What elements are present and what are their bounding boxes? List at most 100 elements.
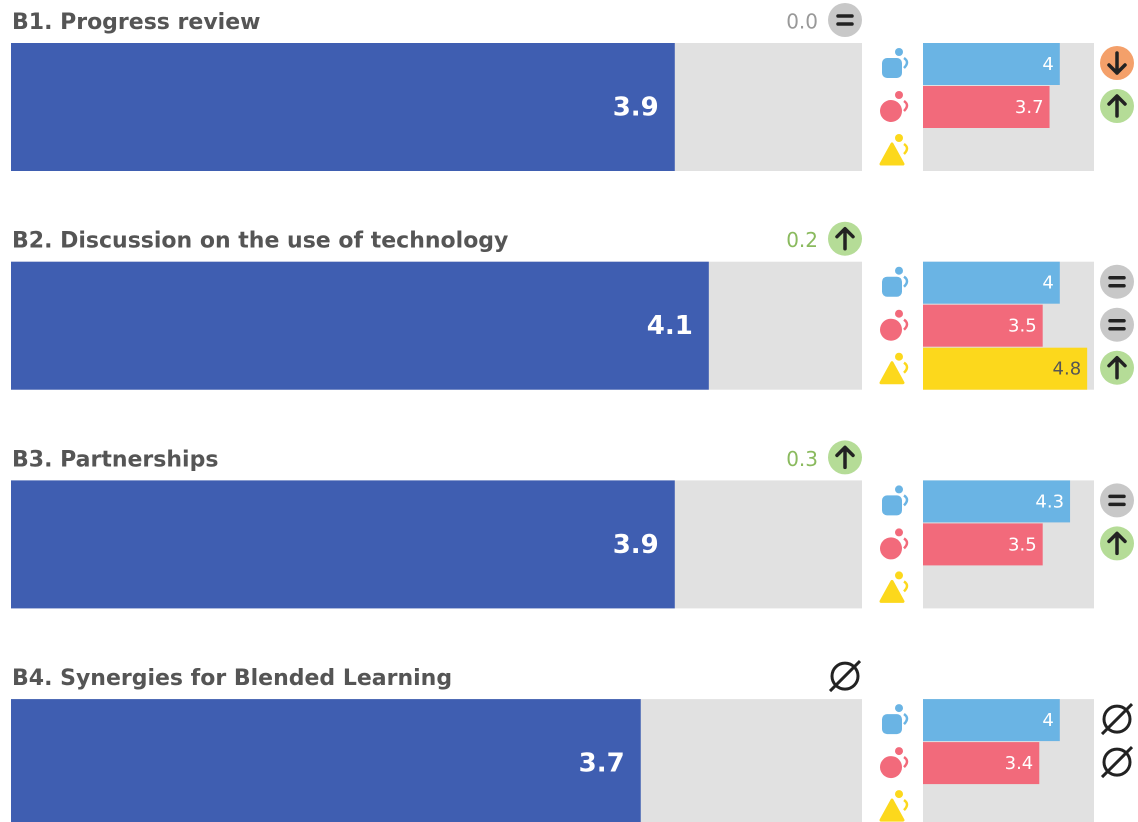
icon-body bbox=[879, 798, 905, 822]
equal-sign bbox=[1108, 494, 1126, 507]
sub-bar bbox=[923, 43, 1060, 85]
icon-body bbox=[882, 495, 902, 516]
icon-head bbox=[895, 747, 903, 756]
section-title: B2. Discussion on the use of technology bbox=[12, 229, 508, 254]
icon-head bbox=[895, 309, 903, 318]
arrow bbox=[835, 445, 855, 470]
sub-bar bbox=[923, 742, 1040, 785]
icon-body bbox=[879, 361, 905, 385]
group-icon bbox=[879, 134, 909, 166]
icon-body bbox=[882, 714, 902, 735]
trend-icon bbox=[1100, 89, 1134, 123]
bar-value: 3.7 bbox=[579, 749, 625, 779]
group-icon bbox=[882, 266, 909, 297]
trend-icon bbox=[1100, 746, 1134, 779]
group-icon bbox=[879, 571, 909, 603]
arrow bbox=[1107, 51, 1127, 75]
group-icon bbox=[880, 309, 909, 341]
icon-body bbox=[879, 142, 905, 166]
group-icon bbox=[882, 704, 909, 735]
section-title: B1. Progress review bbox=[12, 10, 260, 35]
bar bbox=[11, 43, 675, 171]
icon-head bbox=[895, 91, 903, 99]
icon-body bbox=[880, 537, 902, 560]
equal-sign bbox=[1108, 275, 1126, 288]
icon-head bbox=[895, 48, 903, 56]
icon-head bbox=[895, 352, 903, 361]
trend-icon bbox=[1100, 350, 1134, 385]
change-label: 0.2 bbox=[786, 228, 818, 252]
sub-bar bbox=[923, 86, 1050, 128]
trend-bg bbox=[1100, 307, 1134, 342]
sub-bar bbox=[923, 699, 1060, 742]
sub-value: 3.7 bbox=[1015, 97, 1044, 118]
trend-none bbox=[1102, 747, 1132, 777]
trend-none bbox=[1102, 704, 1132, 734]
bar-value: 3.9 bbox=[613, 530, 659, 560]
trend-slash bbox=[828, 660, 862, 693]
sub-bar bbox=[923, 480, 1071, 523]
trend-icon bbox=[1100, 264, 1134, 299]
trend-icon bbox=[1100, 703, 1134, 736]
arrow bbox=[835, 226, 855, 251]
sub-value: 3.5 bbox=[1008, 534, 1037, 555]
icon-head bbox=[895, 704, 903, 713]
group-icon bbox=[879, 352, 909, 385]
icon-arm bbox=[903, 580, 909, 593]
group-icon bbox=[882, 485, 909, 516]
trend-bg bbox=[1100, 483, 1134, 518]
sub-bar bbox=[923, 261, 1060, 304]
group-icon bbox=[882, 48, 909, 78]
icon-body bbox=[879, 579, 905, 603]
icon-arm bbox=[903, 142, 909, 155]
icon-body bbox=[882, 276, 902, 297]
icon-body bbox=[882, 58, 902, 78]
trend-icon bbox=[828, 440, 862, 475]
trend-icon bbox=[1100, 526, 1134, 561]
trend-bg bbox=[1100, 264, 1134, 299]
sub-value: 4.3 bbox=[1035, 491, 1064, 512]
equal-sign bbox=[1108, 318, 1126, 331]
bar-value: 4.1 bbox=[647, 311, 693, 341]
trend-icon bbox=[1100, 307, 1134, 342]
icon-arm bbox=[903, 318, 909, 331]
trend-icon bbox=[1100, 46, 1134, 80]
sub-bar bbox=[923, 304, 1043, 347]
sub-value: 4 bbox=[1042, 710, 1053, 731]
icon-head bbox=[895, 266, 903, 275]
sub-value: 3.4 bbox=[1005, 753, 1034, 774]
icon-arm bbox=[903, 713, 909, 725]
sub-bar bbox=[923, 347, 1088, 390]
section-title: B4. Synergies for Blended Learning bbox=[12, 666, 452, 691]
arrow bbox=[1107, 355, 1127, 380]
trend-slash bbox=[1100, 746, 1134, 779]
icon-head bbox=[895, 134, 903, 142]
bar-value: 3.9 bbox=[613, 93, 659, 123]
sub-value: 4 bbox=[1042, 273, 1053, 294]
change-label: 0.3 bbox=[786, 447, 818, 471]
trend-icon bbox=[828, 660, 862, 693]
change-label: 0.0 bbox=[786, 10, 818, 34]
icon-arm bbox=[903, 361, 909, 374]
icon-head bbox=[895, 571, 903, 580]
bar bbox=[11, 699, 641, 822]
sub-value: 3.5 bbox=[1008, 316, 1037, 337]
group-icon bbox=[880, 528, 909, 560]
icon-arm bbox=[903, 799, 909, 811]
section-title: B3. Partnerships bbox=[12, 447, 218, 472]
group-icon bbox=[880, 747, 909, 779]
bar bbox=[11, 261, 709, 390]
trend-icon bbox=[1100, 483, 1134, 518]
trend-bg bbox=[828, 3, 862, 37]
icon-arm bbox=[903, 537, 909, 550]
icon-body bbox=[880, 756, 902, 779]
trend-icon bbox=[828, 221, 862, 256]
icon-body bbox=[880, 100, 902, 122]
icon-body bbox=[880, 318, 902, 341]
sub-value: 4 bbox=[1042, 54, 1053, 75]
sub-bar bbox=[923, 523, 1043, 566]
icon-arm bbox=[903, 99, 909, 112]
arrow bbox=[1107, 531, 1127, 556]
arrow bbox=[1107, 94, 1127, 118]
